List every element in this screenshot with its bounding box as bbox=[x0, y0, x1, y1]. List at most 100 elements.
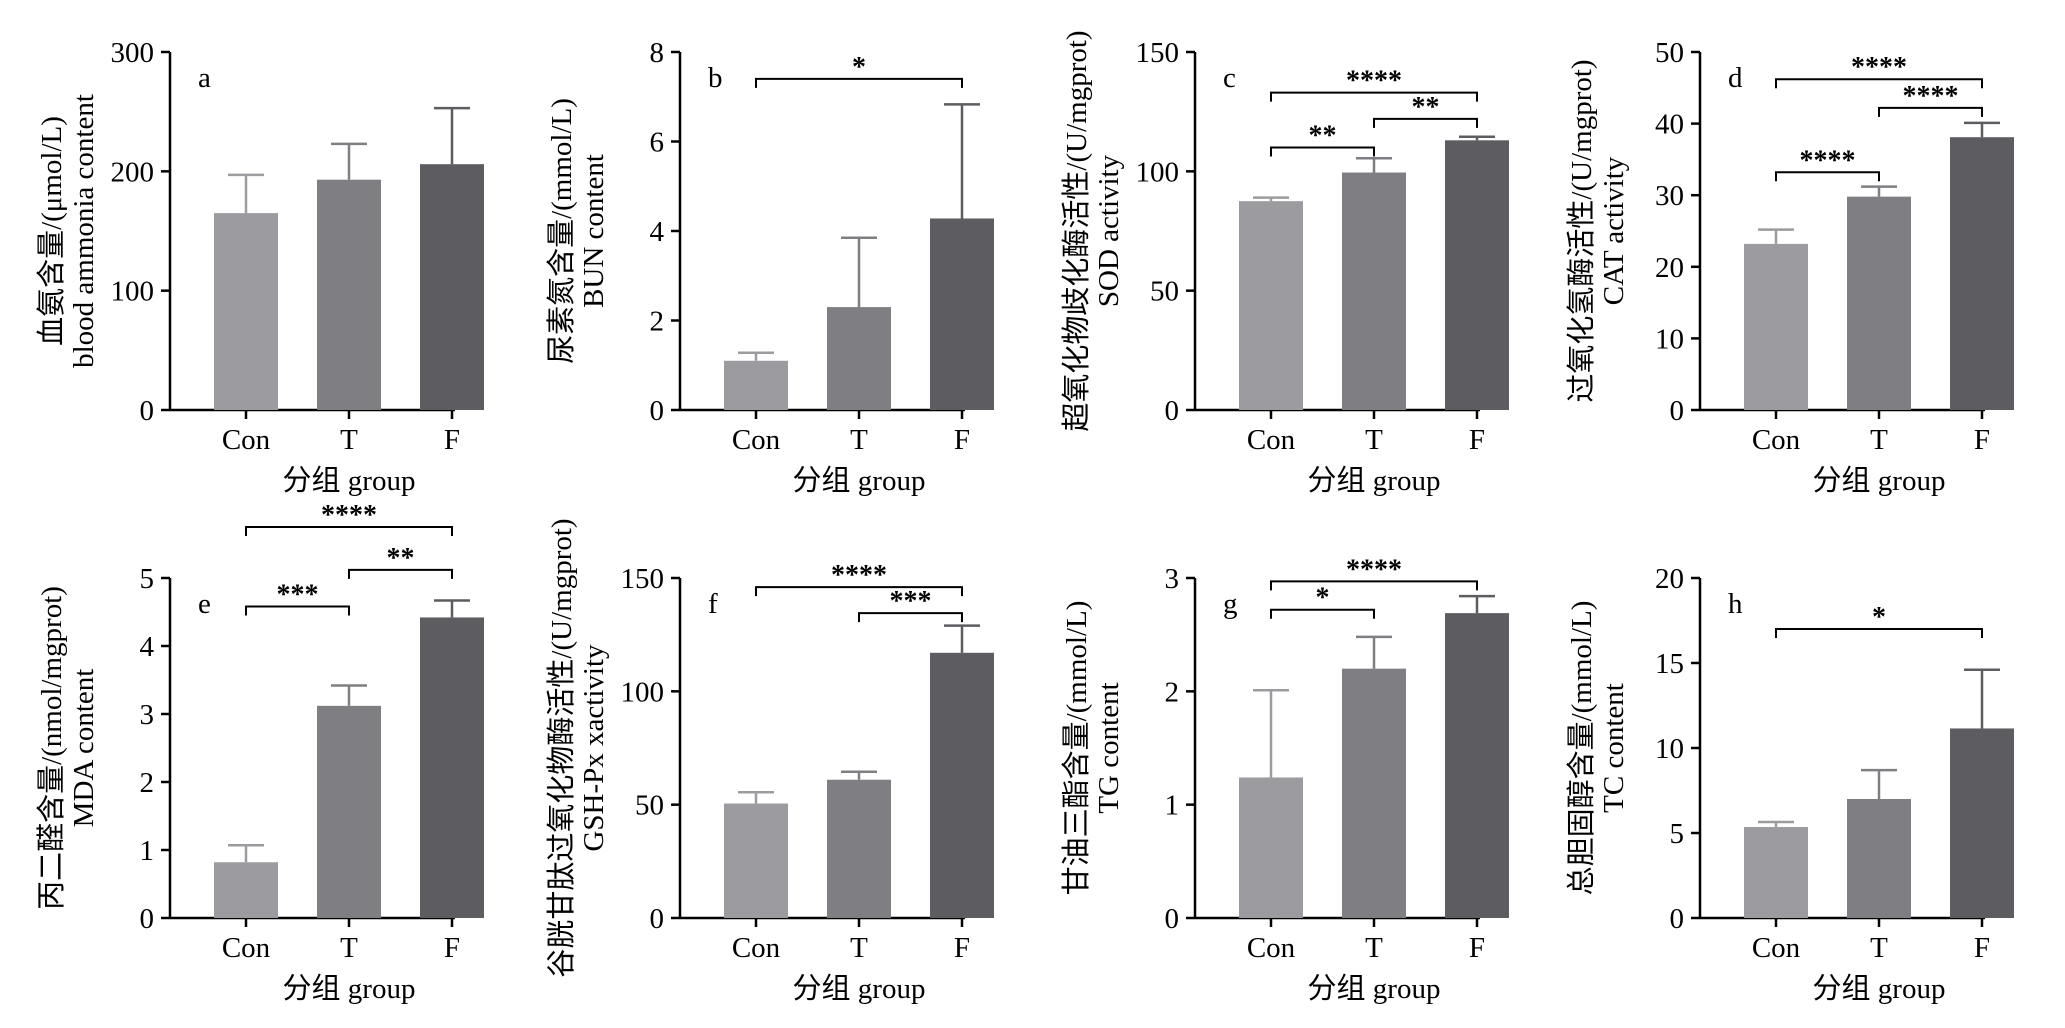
significance-label: **** bbox=[1800, 145, 1856, 176]
y-axis-label-line-1: 血氨含量/(μmol/L) bbox=[35, 116, 68, 346]
significance-label: ** bbox=[1412, 92, 1440, 123]
y-tick-label: 150 bbox=[1136, 37, 1180, 69]
significance-label: * bbox=[1316, 583, 1330, 614]
y-axis-label-line-1: 超氧化物歧化酶活性/(U/mgprot) bbox=[1060, 30, 1093, 431]
x-tick-label: Con bbox=[732, 932, 781, 964]
panel-letter: b bbox=[708, 62, 723, 94]
y-axis-label-line-1: 过氧化氢酶活性/(U/mgprot) bbox=[1565, 59, 1598, 402]
y-tick-label: 150 bbox=[621, 563, 665, 595]
significance-bracket bbox=[1270, 91, 1478, 102]
y-axis-label: 丙二醛含量/(nmol/mgprot) MDA content bbox=[35, 586, 100, 910]
y-axis-label: 总胆固醇含量/(mmol/L) TC content bbox=[1565, 601, 1630, 896]
bar-f bbox=[1445, 140, 1509, 410]
panel-a: 0 100 200 300 a Con T F 分组 group 血氨含量/(μmol/L) blo… bbox=[35, 37, 484, 497]
x-axis-label: 分组 group bbox=[1308, 972, 1441, 1005]
significance-bracket bbox=[348, 568, 453, 579]
y-axis-label: 谷胱甘肽过氧化物酶活性/(U/mgprot) GSH-Px xactivity bbox=[545, 518, 610, 977]
panel-letter: c bbox=[1223, 62, 1236, 94]
panel-letter: a bbox=[198, 62, 211, 94]
x-axis-label: 分组 group bbox=[793, 972, 926, 1005]
significance-label: *** bbox=[890, 586, 932, 617]
x-tick-label: T bbox=[850, 932, 868, 964]
y-axis-label-line-1: 总胆固醇含量/(mmol/L) bbox=[1565, 601, 1598, 896]
y-tick-label: 0 bbox=[1670, 903, 1685, 935]
bar-con bbox=[1744, 243, 1808, 410]
significance-label: **** bbox=[321, 500, 377, 531]
significance-bracket bbox=[1775, 78, 1983, 89]
y-axis-label-line-2: MDA content bbox=[68, 669, 100, 828]
x-tick-label: T bbox=[1365, 424, 1383, 456]
significance-label: **** bbox=[1851, 52, 1907, 83]
significance-bracket bbox=[858, 612, 963, 623]
significance-label: * bbox=[852, 52, 866, 83]
x-tick-label: F bbox=[1469, 424, 1485, 456]
x-axis-label: 分组 group bbox=[1813, 464, 1946, 497]
y-tick-label: 3 bbox=[1165, 563, 1180, 595]
panel-letter: h bbox=[1728, 588, 1743, 620]
bar-con bbox=[1239, 201, 1303, 410]
y-tick-label: 2 bbox=[140, 767, 155, 799]
bar-f bbox=[420, 617, 484, 918]
x-tick-label: F bbox=[1469, 932, 1485, 964]
significance-bracket bbox=[1775, 171, 1880, 182]
significance-bracket bbox=[1373, 117, 1478, 128]
y-axis-label: 血氨含量/(μmol/L) blood ammonia content bbox=[35, 94, 100, 368]
y-axis-label-line-2: CAT activity bbox=[1598, 156, 1630, 305]
y-tick-label: 8 bbox=[650, 37, 665, 69]
significance-bracket bbox=[1270, 608, 1375, 619]
significance-bracket bbox=[1270, 580, 1478, 591]
y-axis-label-line-1: 丙二醛含量/(nmol/mgprot) bbox=[35, 586, 68, 910]
x-axis-label: 分组 group bbox=[1813, 972, 1946, 1005]
y-tick-label: 15 bbox=[1655, 648, 1684, 680]
x-tick-label: Con bbox=[732, 424, 781, 456]
bar-con bbox=[724, 803, 788, 918]
bar-t bbox=[1342, 172, 1406, 410]
y-axis-label-line-1: 尿素氮含量/(mmol/L) bbox=[545, 98, 578, 364]
y-tick-label: 6 bbox=[650, 127, 665, 159]
x-tick-label: T bbox=[340, 424, 358, 456]
bar-t bbox=[317, 705, 381, 918]
y-tick-label: 0 bbox=[140, 395, 155, 427]
y-axis-label-line-2: TC content bbox=[1598, 683, 1630, 813]
x-tick-label: F bbox=[444, 424, 460, 456]
significance-bracket bbox=[755, 77, 963, 88]
x-axis-label: 分组 group bbox=[283, 972, 416, 1005]
y-axis-label-line-1: 甘油三酯含量/(mmol/L) bbox=[1060, 601, 1093, 896]
bar-f bbox=[930, 652, 994, 918]
y-tick-label: 2 bbox=[1165, 676, 1180, 708]
significance-bracket bbox=[1270, 146, 1375, 157]
significance-bracket bbox=[755, 586, 963, 597]
x-tick-label: Con bbox=[1752, 932, 1801, 964]
y-tick-label: 1 bbox=[1165, 790, 1180, 822]
panel-letter: f bbox=[708, 588, 718, 620]
x-tick-label: T bbox=[1365, 932, 1383, 964]
bar-f bbox=[1445, 613, 1509, 918]
bar-con bbox=[1239, 777, 1303, 918]
y-tick-label: 40 bbox=[1655, 109, 1684, 141]
y-tick-label: 200 bbox=[111, 156, 155, 188]
y-tick-label: 4 bbox=[650, 216, 665, 248]
y-tick-label: 0 bbox=[140, 903, 155, 935]
significance-bracket bbox=[1878, 106, 1983, 117]
y-axis-label-line-2: blood ammonia content bbox=[68, 94, 100, 368]
x-axis-label: 分组 group bbox=[283, 464, 416, 497]
y-tick-label: 100 bbox=[1136, 156, 1180, 188]
bar-t bbox=[1847, 799, 1911, 918]
y-axis-label-line-2: BUN content bbox=[578, 154, 610, 308]
bar-t bbox=[827, 307, 891, 410]
y-tick-label: 0 bbox=[1670, 395, 1685, 427]
panel-f: 0 50 100 150 f Con T F 分组 group ******* 谷胱甘肽过氧化物酶活… bbox=[545, 518, 994, 1005]
bar-t bbox=[1847, 196, 1911, 410]
y-axis-label-line-2: GSH-Px xactivity bbox=[578, 644, 610, 852]
significance-label: * bbox=[1872, 602, 1886, 633]
y-tick-label: 5 bbox=[1670, 818, 1685, 850]
y-tick-label: 10 bbox=[1655, 323, 1684, 355]
bar-t bbox=[827, 779, 891, 918]
y-tick-label: 20 bbox=[1655, 252, 1684, 284]
y-tick-label: 30 bbox=[1655, 180, 1684, 212]
x-tick-label: Con bbox=[1752, 424, 1801, 456]
bar-con bbox=[214, 862, 278, 918]
